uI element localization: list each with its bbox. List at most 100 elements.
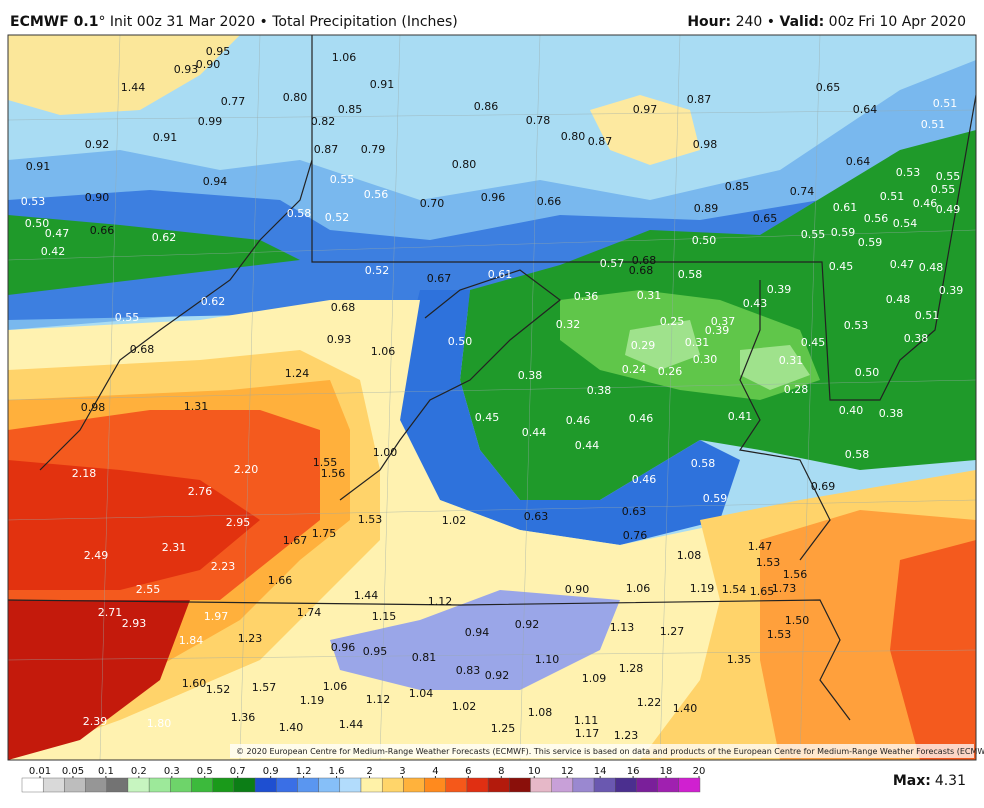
precip-label: 0.45	[475, 411, 500, 424]
precip-label: 0.92	[85, 138, 110, 151]
precip-label: 0.63	[622, 505, 647, 518]
colorbar: 0.01 0.05 0.1 0.2 0.3 0.5 0.7 0.9 1.2 1.6 2 3 4 6 8 10 1…	[21, 766, 706, 793]
colorbar-swatch	[106, 777, 129, 793]
colorbar-swatch	[657, 777, 680, 793]
precip-label: 0.89	[694, 202, 719, 215]
colorbar-swatch	[254, 777, 277, 793]
precip-label: 0.66	[537, 195, 562, 208]
precip-label: 0.47	[890, 258, 915, 271]
colorbar-tick-label: 0.3	[164, 766, 180, 777]
precip-label: 0.67	[427, 272, 452, 285]
precip-label: 1.65	[750, 585, 775, 598]
precip-label: 0.28	[784, 383, 809, 396]
precip-label: 1.50	[785, 614, 810, 627]
precip-label: 0.79	[361, 143, 386, 156]
colorbar-swatch	[318, 777, 341, 793]
precip-label: 1.19	[690, 582, 715, 595]
valid-label: Valid:	[780, 14, 825, 30]
colorbar-tick-label: 12	[561, 766, 574, 777]
precip-label: 1.66	[268, 574, 293, 587]
precip-label: 1.40	[279, 721, 304, 734]
precip-label: 0.81	[412, 651, 437, 664]
precip-label: 1.97	[204, 610, 229, 623]
colorbar-swatch	[233, 777, 256, 793]
precip-label: 0.51	[921, 118, 946, 131]
precip-label: 0.86	[474, 100, 499, 113]
precip-label: 0.48	[919, 261, 944, 274]
precip-label: 2.55	[136, 583, 161, 596]
precip-label: 0.58	[287, 207, 312, 220]
precip-label: 0.99	[198, 115, 223, 128]
colorbar-tick-label: 0.5	[197, 766, 213, 777]
precip-label: 1.25	[491, 722, 516, 735]
colorbar-tick-label: 1.6	[329, 766, 345, 777]
colorbar-swatch	[85, 777, 107, 793]
precip-label: 0.31	[637, 289, 662, 302]
precip-label: 0.39	[767, 283, 792, 296]
precip-label: 0.61	[488, 268, 513, 281]
precip-label: 0.55	[330, 173, 355, 186]
precip-label: 0.38	[518, 369, 543, 382]
precip-label: 0.59	[858, 236, 883, 249]
precip-label: 0.94	[203, 175, 228, 188]
precip-label: 1.84	[179, 634, 204, 647]
precip-label: 1.10	[535, 653, 560, 666]
precip-label: 0.96	[331, 641, 356, 654]
precip-label: 0.32	[556, 318, 581, 331]
colorbar-swatch	[615, 777, 637, 793]
precip-label: 0.55	[801, 228, 826, 241]
colorbar-tick-label: 8	[498, 766, 504, 777]
precip-label: 0.64	[846, 155, 871, 168]
colorbar-swatch	[127, 777, 150, 793]
precip-label: 0.74	[790, 185, 815, 198]
precip-label: 1.36	[231, 711, 256, 724]
precip-label: 0.78	[526, 114, 551, 127]
precip-label: 0.50	[25, 217, 50, 230]
precip-label: 0.68	[632, 254, 657, 267]
colorbar-swatch	[64, 777, 86, 793]
precip-label: 1.12	[366, 693, 391, 706]
precip-label: 1.47	[748, 540, 773, 553]
colorbar-tick-label: 1.2	[296, 766, 312, 777]
colorbar-swatch	[445, 777, 468, 793]
precip-label: 0.65	[753, 212, 778, 225]
precip-label: 0.39	[705, 324, 730, 337]
precip-label: 0.92	[485, 669, 510, 682]
colorbar-tick-label: 20	[693, 766, 706, 777]
precip-label: 1.55	[313, 456, 338, 469]
precip-label: 1.00	[373, 446, 398, 459]
precip-label: 1.53	[767, 628, 792, 641]
precip-label: 1.54	[722, 583, 747, 596]
precip-label: 0.70	[420, 197, 445, 210]
precip-label: 1.56	[321, 467, 346, 480]
precip-label: 1.44	[121, 81, 146, 94]
precip-label: 1.73	[772, 582, 797, 595]
precip-label: 1.56	[783, 568, 808, 581]
colorbar-tick-label: 0.2	[131, 766, 147, 777]
precip-label: 0.68	[629, 264, 654, 277]
precip-label: 2.31	[162, 541, 187, 554]
colorbar-swatch	[530, 777, 552, 793]
precip-label: 0.62	[201, 295, 226, 308]
colorbar-swatch	[360, 777, 383, 793]
precip-label: 1.74	[297, 606, 322, 619]
precip-label: 0.66	[90, 224, 115, 237]
max: Max: 4.31	[893, 773, 966, 789]
colorbar-tick-label: 0.01	[29, 766, 51, 777]
map-labels: 0.950.930.901.061.44 0.910.77 0.800.85 0.86…	[21, 45, 964, 742]
colorbar-swatch	[466, 777, 489, 793]
precip-label: 0.42	[41, 245, 66, 258]
precip-label: 0.53	[896, 166, 921, 179]
precip-label: 0.85	[338, 103, 363, 116]
precip-label: 0.41	[728, 410, 753, 423]
precip-label: 0.29	[631, 339, 656, 352]
colorbar-tick-label: 0.9	[263, 766, 279, 777]
precip-label: 0.26	[658, 365, 683, 378]
header-right: Hour: 240 • Valid: 00z Fri 10 Apr 2020	[687, 14, 966, 30]
precip-label: 0.39	[939, 284, 964, 297]
precip-label: 0.36	[574, 290, 599, 303]
hour-label: Hour:	[687, 14, 731, 30]
colorbar-swatch	[21, 777, 44, 793]
colorbar-tick-label: 0.1	[98, 766, 114, 777]
precip-label: 0.55	[115, 311, 140, 324]
